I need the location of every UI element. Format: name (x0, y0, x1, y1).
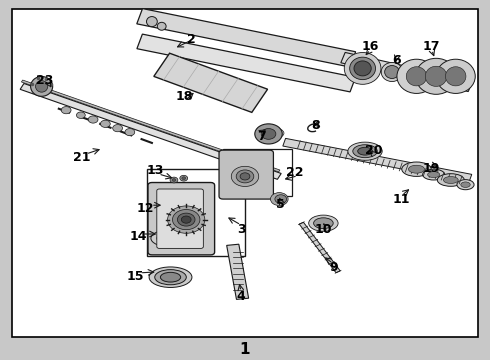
Polygon shape (299, 222, 340, 273)
Ellipse shape (402, 162, 431, 176)
Text: 22: 22 (286, 166, 304, 179)
Circle shape (172, 179, 176, 181)
Ellipse shape (397, 59, 436, 94)
Ellipse shape (348, 142, 382, 160)
Ellipse shape (36, 81, 48, 92)
Circle shape (182, 177, 186, 180)
Ellipse shape (437, 174, 465, 186)
Polygon shape (227, 244, 248, 300)
Text: 12: 12 (137, 202, 154, 215)
Circle shape (88, 116, 98, 123)
Text: 13: 13 (147, 164, 164, 177)
Ellipse shape (406, 67, 427, 86)
Ellipse shape (385, 66, 399, 78)
Circle shape (177, 213, 195, 226)
Text: 19: 19 (423, 162, 441, 175)
Text: 16: 16 (362, 40, 379, 53)
Text: 14: 14 (129, 230, 147, 243)
Circle shape (172, 210, 200, 230)
Ellipse shape (157, 22, 166, 30)
Text: 6: 6 (392, 54, 401, 67)
Ellipse shape (457, 180, 474, 190)
Text: 23: 23 (36, 74, 54, 87)
Circle shape (270, 193, 288, 206)
Polygon shape (22, 80, 280, 172)
Text: 4: 4 (237, 290, 245, 303)
Text: 7: 7 (257, 130, 266, 143)
Circle shape (180, 175, 188, 181)
Ellipse shape (436, 59, 475, 94)
Polygon shape (283, 138, 472, 182)
Ellipse shape (344, 53, 381, 84)
Text: 21: 21 (73, 151, 91, 164)
Polygon shape (20, 84, 281, 179)
Text: 5: 5 (276, 198, 285, 211)
Ellipse shape (443, 176, 458, 184)
Text: 9: 9 (329, 261, 338, 274)
Ellipse shape (314, 218, 333, 229)
Text: 17: 17 (423, 40, 441, 53)
Ellipse shape (155, 270, 186, 285)
Text: 1: 1 (240, 342, 250, 357)
Ellipse shape (309, 215, 338, 231)
Circle shape (100, 120, 110, 127)
Circle shape (125, 129, 135, 136)
FancyBboxPatch shape (219, 150, 273, 199)
Circle shape (236, 170, 254, 183)
Circle shape (255, 124, 282, 144)
Ellipse shape (422, 169, 444, 180)
Circle shape (76, 112, 85, 118)
Text: 18: 18 (176, 90, 194, 103)
Ellipse shape (416, 58, 457, 94)
Circle shape (275, 195, 287, 203)
Ellipse shape (461, 182, 470, 188)
Ellipse shape (260, 127, 284, 139)
Circle shape (240, 173, 250, 180)
Text: 2: 2 (187, 33, 196, 46)
Ellipse shape (425, 66, 447, 86)
Text: 11: 11 (393, 193, 411, 206)
Polygon shape (154, 53, 268, 112)
Ellipse shape (265, 130, 279, 136)
Ellipse shape (160, 272, 181, 282)
Text: 3: 3 (237, 223, 245, 236)
Polygon shape (341, 53, 472, 91)
Ellipse shape (149, 267, 192, 287)
Circle shape (61, 107, 71, 114)
Ellipse shape (353, 145, 377, 158)
Circle shape (181, 216, 191, 223)
Ellipse shape (381, 63, 403, 81)
Ellipse shape (445, 67, 466, 86)
FancyBboxPatch shape (157, 189, 203, 248)
Ellipse shape (409, 165, 424, 173)
Ellipse shape (30, 77, 53, 96)
Circle shape (113, 125, 122, 132)
Ellipse shape (157, 233, 184, 244)
Bar (147, 169, 245, 256)
Ellipse shape (262, 129, 282, 138)
Circle shape (231, 166, 259, 186)
Text: 10: 10 (315, 223, 332, 236)
Circle shape (168, 206, 205, 233)
Text: 20: 20 (365, 144, 382, 157)
Ellipse shape (350, 57, 375, 80)
Circle shape (170, 177, 178, 183)
Ellipse shape (428, 172, 440, 177)
Text: 15: 15 (127, 270, 145, 283)
Ellipse shape (358, 147, 372, 155)
Polygon shape (137, 9, 356, 67)
Ellipse shape (151, 230, 190, 247)
Ellipse shape (354, 61, 371, 76)
FancyBboxPatch shape (148, 183, 215, 255)
Bar (223, 149, 292, 196)
Circle shape (261, 129, 276, 139)
Polygon shape (137, 34, 356, 92)
Ellipse shape (147, 17, 157, 27)
Text: 8: 8 (311, 119, 319, 132)
